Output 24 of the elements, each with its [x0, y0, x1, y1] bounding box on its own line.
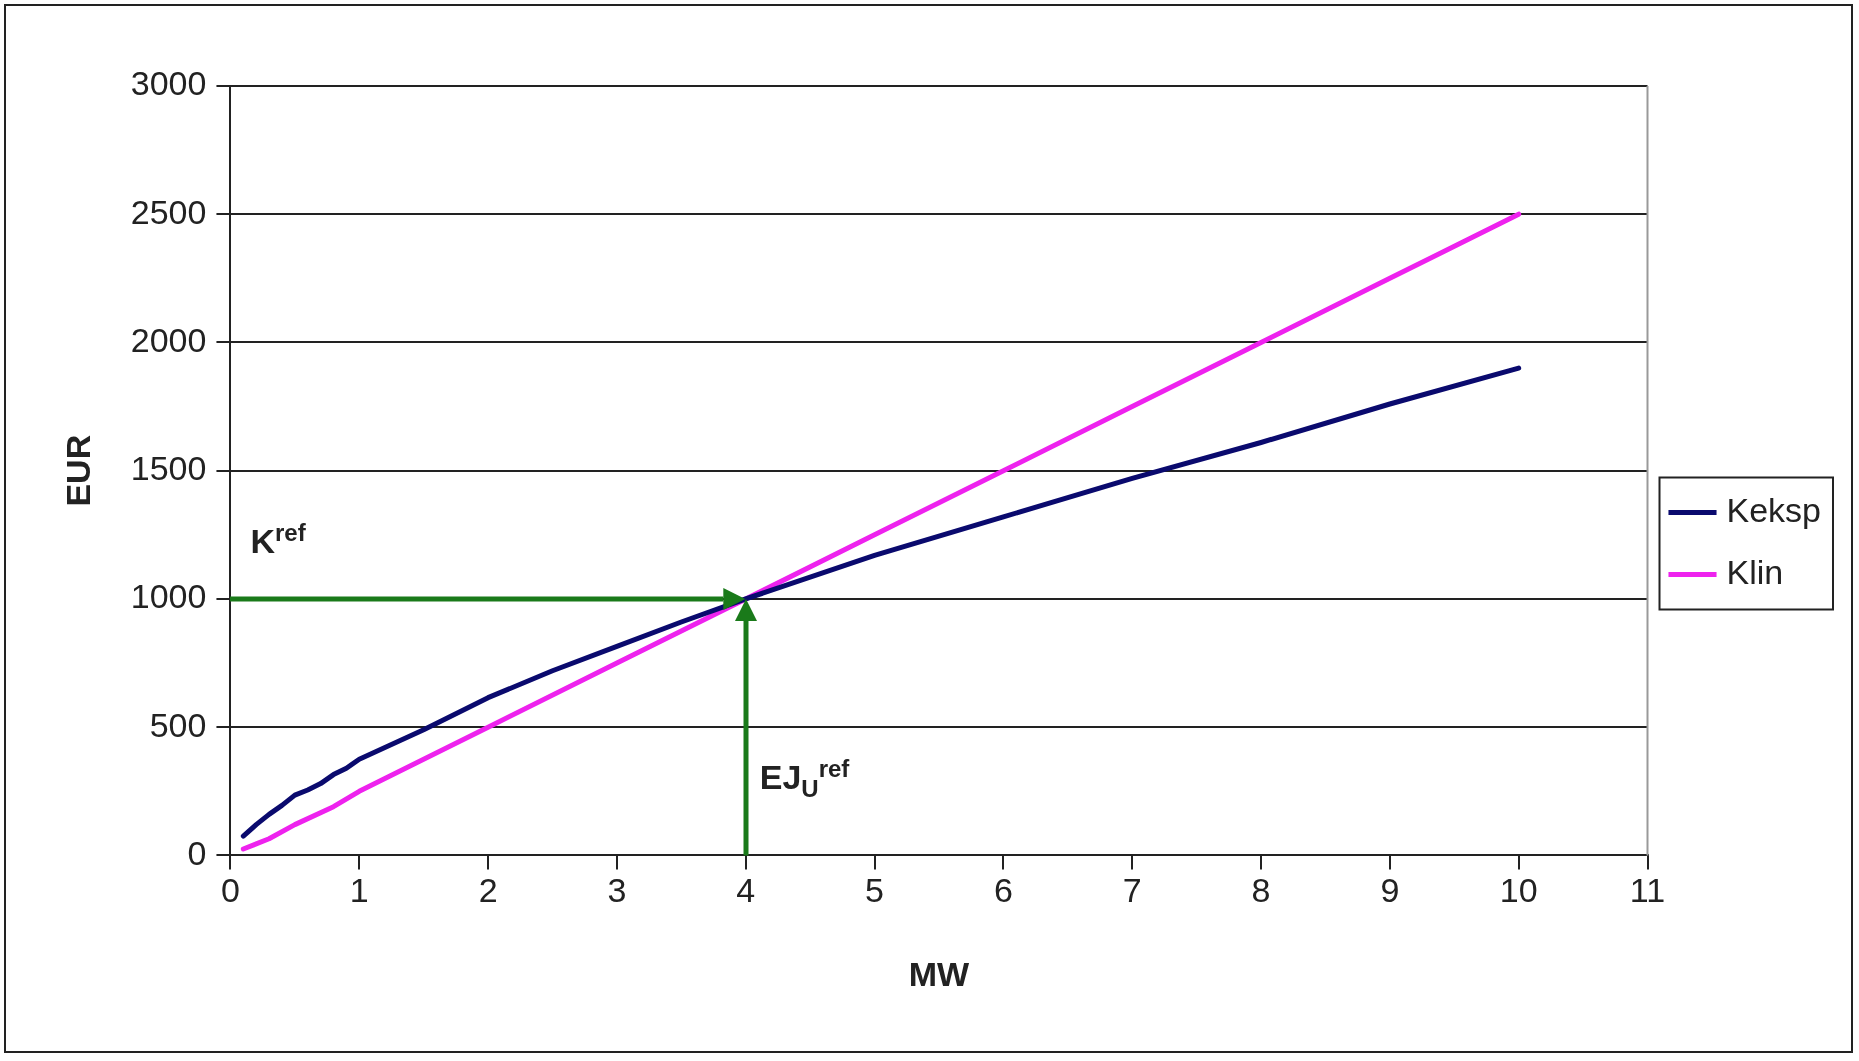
y-tick-label: 2500: [130, 192, 207, 231]
y-tick-label: 1500: [130, 449, 207, 488]
x-axis-title: MW: [908, 954, 971, 993]
x-tick-label: 5: [865, 871, 885, 910]
y-tick-label: 500: [149, 705, 207, 744]
x-tick-label: 7: [1122, 871, 1142, 910]
y-tick-label: 2000: [130, 320, 207, 359]
y-axis-title: EUR: [58, 434, 97, 507]
y-tick-label: 0: [187, 833, 207, 872]
legend-label: Klin: [1726, 552, 1784, 591]
x-tick-label: 11: [1629, 871, 1666, 910]
y-tick-label: 3000: [130, 64, 207, 103]
ref-line-label: K$^{ref}$: [250, 518, 306, 562]
x-tick-label: 10: [1499, 871, 1538, 910]
x-tick-label: 1: [349, 871, 369, 910]
x-tick-label: 0: [220, 871, 240, 910]
y-tick-label: 1000: [130, 577, 207, 616]
x-tick-label: 4: [736, 871, 756, 910]
x-tick-label: 2: [478, 871, 498, 910]
x-tick-label: 3: [607, 871, 627, 910]
x-tick-label: 6: [993, 871, 1013, 910]
legend-label: Keksp: [1726, 490, 1821, 529]
x-tick-label: 9: [1380, 871, 1400, 910]
x-tick-label: 8: [1251, 871, 1271, 910]
